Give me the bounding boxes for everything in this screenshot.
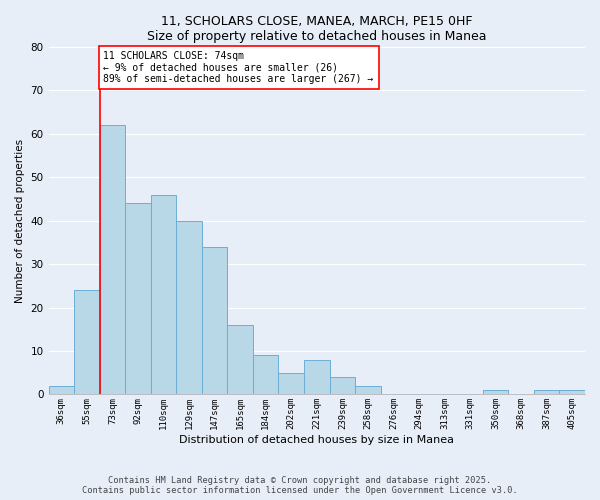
Bar [534, 390, 559, 394]
Bar [483, 390, 508, 394]
Bar [202, 246, 227, 394]
Bar [304, 360, 329, 394]
Text: 11 SCHOLARS CLOSE: 74sqm
← 9% of detached houses are smaller (26)
89% of semi-de: 11 SCHOLARS CLOSE: 74sqm ← 9% of detache… [103, 52, 374, 84]
Text: Contains HM Land Registry data © Crown copyright and database right 2025.
Contai: Contains HM Land Registry data © Crown c… [82, 476, 518, 495]
Bar [176, 220, 202, 394]
Bar [151, 194, 176, 394]
Y-axis label: Number of detached properties: Number of detached properties [15, 138, 25, 302]
Bar [355, 386, 380, 394]
X-axis label: Distribution of detached houses by size in Manea: Distribution of detached houses by size … [179, 435, 454, 445]
Bar [227, 325, 253, 394]
Bar [278, 372, 304, 394]
Bar [74, 290, 100, 395]
Bar [253, 356, 278, 395]
Bar [100, 125, 125, 394]
Bar [559, 390, 585, 394]
Bar [329, 377, 355, 394]
Bar [125, 204, 151, 394]
Bar [49, 386, 74, 394]
Title: 11, SCHOLARS CLOSE, MANEA, MARCH, PE15 0HF
Size of property relative to detached: 11, SCHOLARS CLOSE, MANEA, MARCH, PE15 0… [147, 15, 487, 43]
